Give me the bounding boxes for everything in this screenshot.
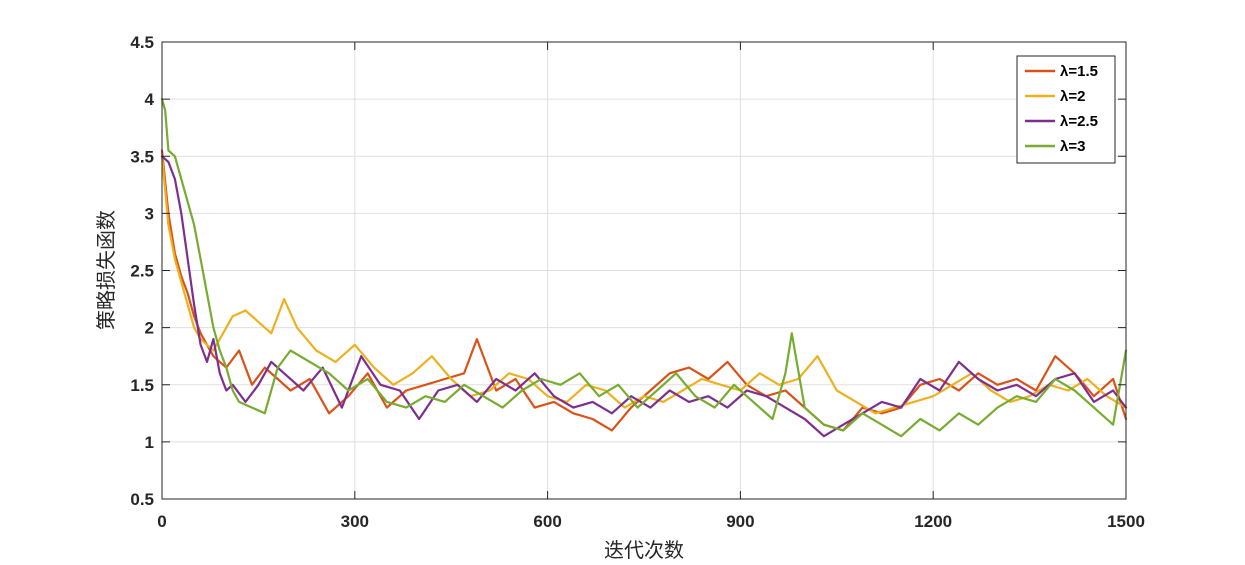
y-tick-label: 3 (145, 204, 154, 223)
series-line-2 (160, 155, 1128, 415)
x-tick-label: 600 (533, 512, 561, 531)
series-line-3 (160, 155, 1128, 438)
x-tick-label: 300 (341, 512, 369, 531)
y-tick-label: 4.5 (130, 33, 154, 52)
y-tick-label: 1.5 (130, 376, 154, 395)
legend-label-2: λ=2 (1060, 88, 1085, 105)
x-tick-label: 900 (726, 512, 754, 531)
y-tick-label: 2 (145, 319, 154, 338)
x-tick-label: 0 (157, 512, 166, 531)
series-line-4 (160, 97, 1128, 438)
y-tick-label: 2.5 (130, 262, 154, 281)
y-tick-label: 4 (145, 90, 155, 109)
legend: λ=1.5 λ=2 λ=2.5 λ=3 (1016, 55, 1116, 164)
y-axis-label: 策略损失函数 (94, 210, 118, 330)
y-tick-label: 1 (145, 433, 154, 452)
series-layer (160, 97, 1128, 438)
x-tick-label: 1200 (914, 512, 952, 531)
y-tick-label: 0.5 (130, 490, 154, 509)
x-axis-label: 迭代次数 (604, 538, 684, 562)
x-axis-ticks: 0 300 600 900 1200 1500 (157, 42, 1145, 531)
y-axis-ticks: 0.5 1 1.5 2 2.5 3 3.5 4 4.5 (130, 33, 1126, 509)
x-tick-label: 1500 (1107, 512, 1145, 531)
legend-label-3: λ=2.5 (1060, 113, 1098, 130)
grid (162, 42, 1126, 499)
legend-label-1: λ=1.5 (1060, 63, 1098, 80)
y-tick-label: 3.5 (130, 147, 154, 166)
legend-label-4: λ=3 (1060, 138, 1085, 155)
